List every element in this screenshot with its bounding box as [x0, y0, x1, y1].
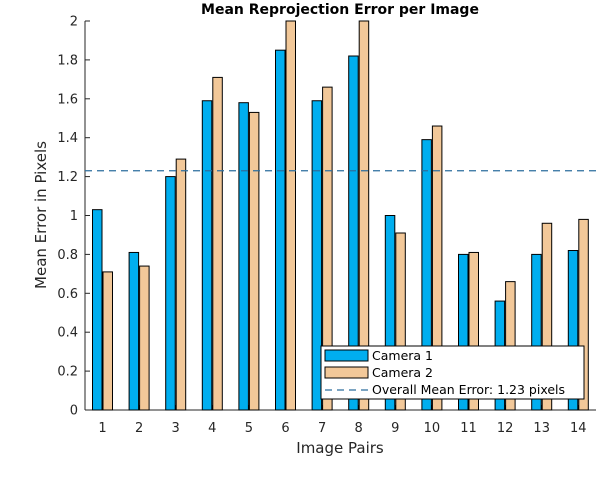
- bar-camera-2: [358, 20, 370, 411]
- x-tick-label: 14: [570, 421, 587, 436]
- y-tick-label: 0: [70, 404, 78, 419]
- y-axis-label: Mean Error in Pixels: [32, 141, 50, 289]
- legend: Camera 1 Camera 2 Overall Mean Error: 1.23…: [320, 345, 585, 400]
- bar-camera-2: [541, 222, 553, 411]
- x-tick-label: 1: [98, 421, 106, 436]
- y-tick-label: 0.2: [57, 365, 78, 380]
- legend-camera-2-swatch: [324, 366, 369, 379]
- bar-camera-2: [578, 218, 589, 411]
- bar-camera-2: [468, 251, 479, 411]
- x-tick-label: 4: [208, 421, 216, 436]
- bar-camera-1: [384, 215, 396, 411]
- bar-camera-1: [201, 100, 213, 411]
- bar-camera-2: [175, 158, 187, 411]
- x-tick-label: 8: [355, 421, 363, 436]
- bar-camera-2: [102, 271, 113, 411]
- y-tick-label: 0.8: [57, 248, 78, 263]
- bar-camera-1: [567, 250, 579, 411]
- bar-camera-2: [322, 86, 333, 411]
- x-axis-label: Image Pairs: [296, 439, 384, 457]
- bar-camera-1: [275, 49, 286, 411]
- bar-camera-2: [395, 232, 406, 411]
- bar-camera-1: [165, 176, 176, 411]
- bar-camera-2: [139, 265, 150, 411]
- bar-camera-2: [285, 20, 296, 411]
- y-tick-label: 1.6: [57, 92, 78, 107]
- chart-title: Mean Reprojection Error per Image: [201, 2, 479, 18]
- bar-camera-1: [92, 209, 103, 411]
- legend-camera-1-swatch: [324, 349, 369, 362]
- x-tick-label: 13: [533, 421, 550, 436]
- y-tick-label: 0.4: [57, 326, 78, 341]
- x-tick-label: 9: [391, 421, 399, 436]
- legend-camera-1-label: Camera 1: [372, 348, 433, 363]
- plot-area: 00.20.40.60.811.21.41.61.821 2 3 4 5 6 7 8 9 10 11…: [57, 15, 596, 436]
- y-tick-label: 1.2: [57, 170, 78, 185]
- y-tick-label: 1: [70, 209, 78, 224]
- legend-camera-2-label: Camera 2: [372, 365, 433, 380]
- bar-camera-1: [458, 253, 469, 411]
- y-tick-label: 1.4: [57, 131, 78, 146]
- y-tick-label: 2: [70, 15, 78, 30]
- y-tick-label: 0.6: [57, 287, 78, 302]
- bar-camera-1: [348, 55, 359, 411]
- bar-camera-1: [531, 253, 542, 411]
- x-tick-label: 6: [281, 421, 289, 436]
- bar-camera-1: [311, 100, 323, 411]
- x-tick-label: 2: [135, 421, 143, 436]
- x-tick-label: 12: [497, 421, 514, 436]
- x-tick-label: 11: [460, 421, 477, 436]
- legend-overall-mean-label: Overall Mean Error: 1.23 pixels: [372, 382, 565, 397]
- bar-camera-2: [248, 111, 260, 411]
- bar-camera-2: [431, 125, 443, 411]
- x-tick-label: 10: [424, 421, 441, 436]
- bar-camera-1: [128, 251, 140, 411]
- y-tick-label: 1.8: [57, 53, 78, 68]
- x-tick-label: 5: [245, 421, 253, 436]
- bar-camera-1: [238, 102, 249, 411]
- bar-camera-1: [421, 139, 432, 411]
- x-tick-label: 7: [318, 421, 326, 436]
- x-tick-label: 3: [172, 421, 180, 436]
- bar-camera-2: [212, 76, 223, 411]
